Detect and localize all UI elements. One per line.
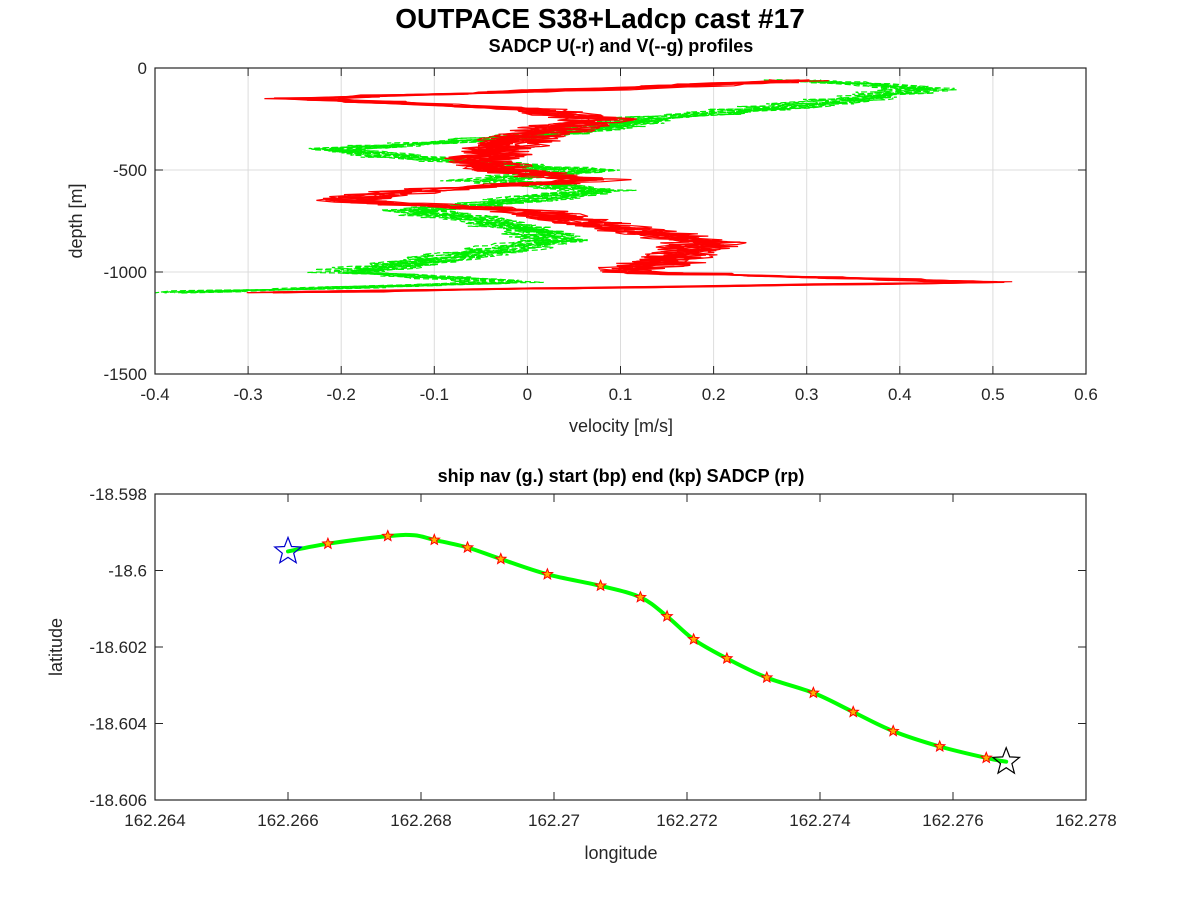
nav-xtick-label: 162.264 <box>124 811 185 830</box>
nav-xlabel: longitude <box>584 843 657 863</box>
nav-xtick-label: 162.272 <box>656 811 717 830</box>
profile-title: SADCP U(-r) and V(--g) profiles <box>489 36 754 56</box>
profile-ticks: -0.4 -0.3 -0.2 -0.1 0 0.1 0.2 0.3 0.4 0.5 0.6 0 -500… <box>104 59 1098 404</box>
profile-xtick-label: 0.1 <box>609 385 633 404</box>
sadcp-point-marker <box>933 739 947 752</box>
profile-xtick-label: -0.3 <box>233 385 262 404</box>
end-marker <box>991 746 1022 775</box>
profile-ytick-label: -500 <box>113 161 147 180</box>
nav-xtick-label: 162.268 <box>390 811 451 830</box>
profile-xtick-label: 0.4 <box>888 385 912 404</box>
profile-xtick-label: 0.2 <box>702 385 726 404</box>
start-marker <box>273 535 303 565</box>
profile-panel: SADCP U(-r) and V(--g) profiles -0.4 -0.3… <box>66 36 1098 436</box>
sadcp-point-marker <box>660 609 674 622</box>
sadcp-point-marker <box>427 533 441 546</box>
nav-ytick-label: -18.602 <box>89 638 147 657</box>
profile-xtick-label: -0.2 <box>327 385 356 404</box>
nav-ytick-label: -18.598 <box>89 485 147 504</box>
nav-panel: ship nav (g.) start (bp) end (kp) SADCP … <box>46 466 1117 863</box>
profile-ytick-label: 0 <box>138 59 147 78</box>
nav-ytick-label: -18.604 <box>89 715 147 734</box>
sadcp-point-marker <box>633 590 647 603</box>
profile-ytick-label: -1500 <box>104 365 147 384</box>
sadcp-point-marker <box>593 578 608 592</box>
sadcp-point-marker <box>687 632 701 645</box>
nav-xtick-label: 162.278 <box>1055 811 1116 830</box>
sadcp-point-marker <box>846 705 860 718</box>
sadcp-point-marker <box>979 751 993 764</box>
nav-title: ship nav (g.) start (bp) end (kp) SADCP … <box>438 466 805 486</box>
nav-xtick-label: 162.276 <box>922 811 983 830</box>
profile-xtick-label: 0.3 <box>795 385 819 404</box>
profile-xlabel: velocity [m/s] <box>569 416 673 436</box>
sadcp-point-marker <box>760 670 774 684</box>
nav-ytick-label: -18.6 <box>108 562 147 581</box>
profile-xtick-label: -0.4 <box>140 385 169 404</box>
nav-xtick-label: 162.27 <box>528 811 580 830</box>
profile-ytick-label: -1000 <box>104 263 147 282</box>
sadcp-point-marker <box>540 567 554 580</box>
figure-title: OUTPACE S38+Ladcp cast #17 <box>395 3 805 34</box>
nav-ticks: 162.264 162.266 162.268 162.27 162.272 162.27… <box>89 485 1116 830</box>
sadcp-point-marker <box>461 540 475 554</box>
profile-series <box>154 79 1013 294</box>
sadcp-point-marker <box>321 536 335 550</box>
nav-ytick-label: -18.606 <box>89 791 147 810</box>
nav-xtick-label: 162.266 <box>257 811 318 830</box>
nav-ylabel: latitude <box>46 618 66 676</box>
profile-ylabel: depth [m] <box>66 183 86 258</box>
nav-track-layer <box>273 529 1022 775</box>
sadcp-point-marker <box>886 724 900 737</box>
profile-xtick-label: 0 <box>523 385 532 404</box>
profile-xtick-label: 0.6 <box>1074 385 1098 404</box>
profile-xtick-label: -0.1 <box>420 385 449 404</box>
sadcp-point-marker <box>720 651 734 664</box>
v-profile-line <box>200 80 934 293</box>
sadcp-point-marker <box>494 552 508 565</box>
sadcp-point-marker <box>381 529 395 542</box>
sadcp-point-marker <box>806 686 820 699</box>
v-profile-line <box>164 79 924 294</box>
u-profile-line <box>274 79 994 293</box>
nav-xtick-label: 162.274 <box>789 811 850 830</box>
profile-xtick-label: 0.5 <box>981 385 1005 404</box>
u-profile-line <box>282 79 998 294</box>
